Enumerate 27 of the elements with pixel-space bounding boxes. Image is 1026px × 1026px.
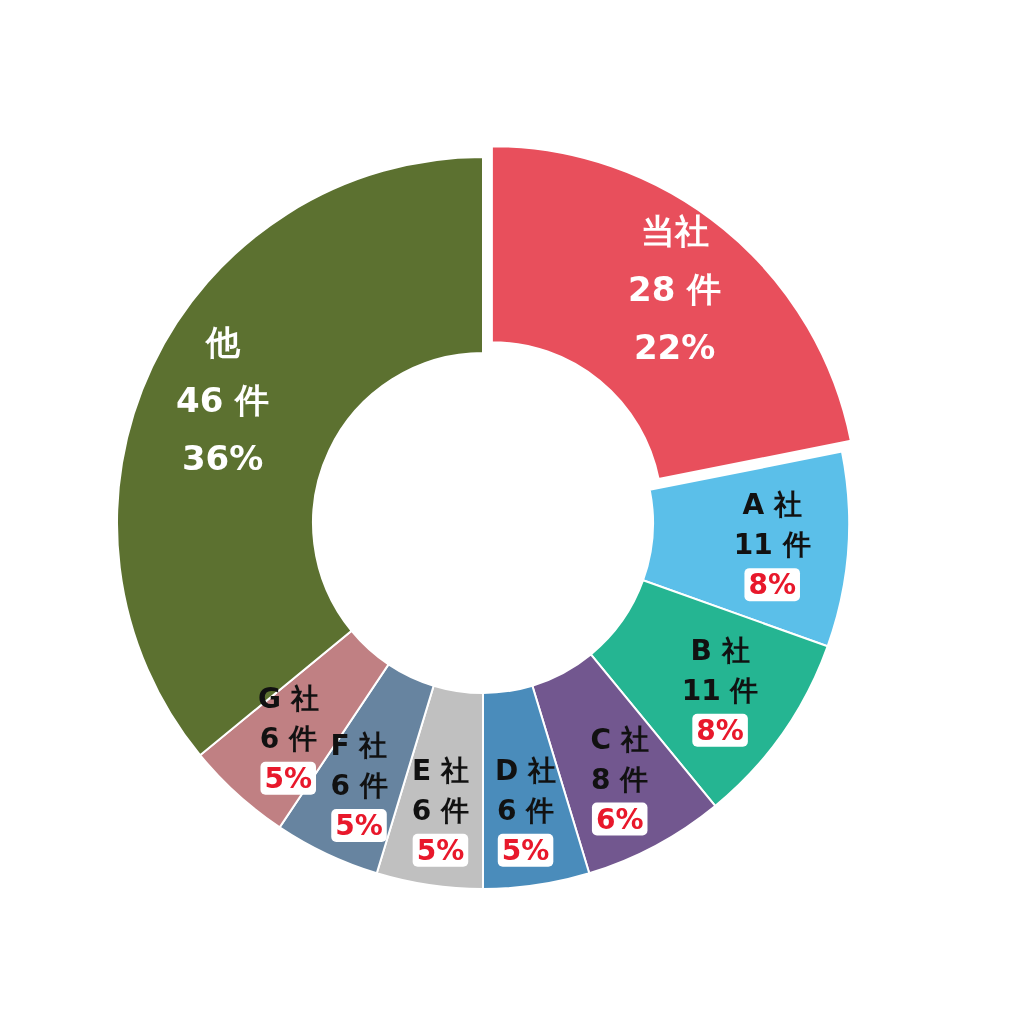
slice-label: E 社 <box>412 753 469 787</box>
text: 5% <box>335 808 383 842</box>
data-label: 11 件 <box>681 673 759 707</box>
text: 22% <box>633 327 716 368</box>
data-label: 46 件 <box>176 379 270 420</box>
text: 8% <box>748 568 796 602</box>
slice-label: A 社 <box>742 488 802 522</box>
data-label: 11 件 <box>733 528 811 562</box>
slice-label: 他 <box>204 321 241 362</box>
text: 8% <box>696 713 744 747</box>
slice-label: B 社 <box>690 633 750 667</box>
data-label: 6 件 <box>259 721 317 755</box>
data-label: 6 件 <box>496 793 555 827</box>
data-label: 6 件 <box>330 768 388 802</box>
data-label: 8 件 <box>591 762 649 796</box>
slice-label: G 社 <box>257 681 319 715</box>
text: 5% <box>501 833 550 867</box>
slice-label: F 社 <box>330 728 388 762</box>
text: 5% <box>264 761 313 795</box>
slice-label: C 社 <box>590 722 649 756</box>
data-label: 28 件 <box>628 269 722 310</box>
data-label: 6 件 <box>411 793 470 827</box>
slice-label: D 社 <box>495 753 557 787</box>
slice-label: 当社 <box>640 211 709 252</box>
text: 36% <box>181 437 264 478</box>
text: 5% <box>416 833 465 867</box>
text: 6% <box>595 802 644 836</box>
